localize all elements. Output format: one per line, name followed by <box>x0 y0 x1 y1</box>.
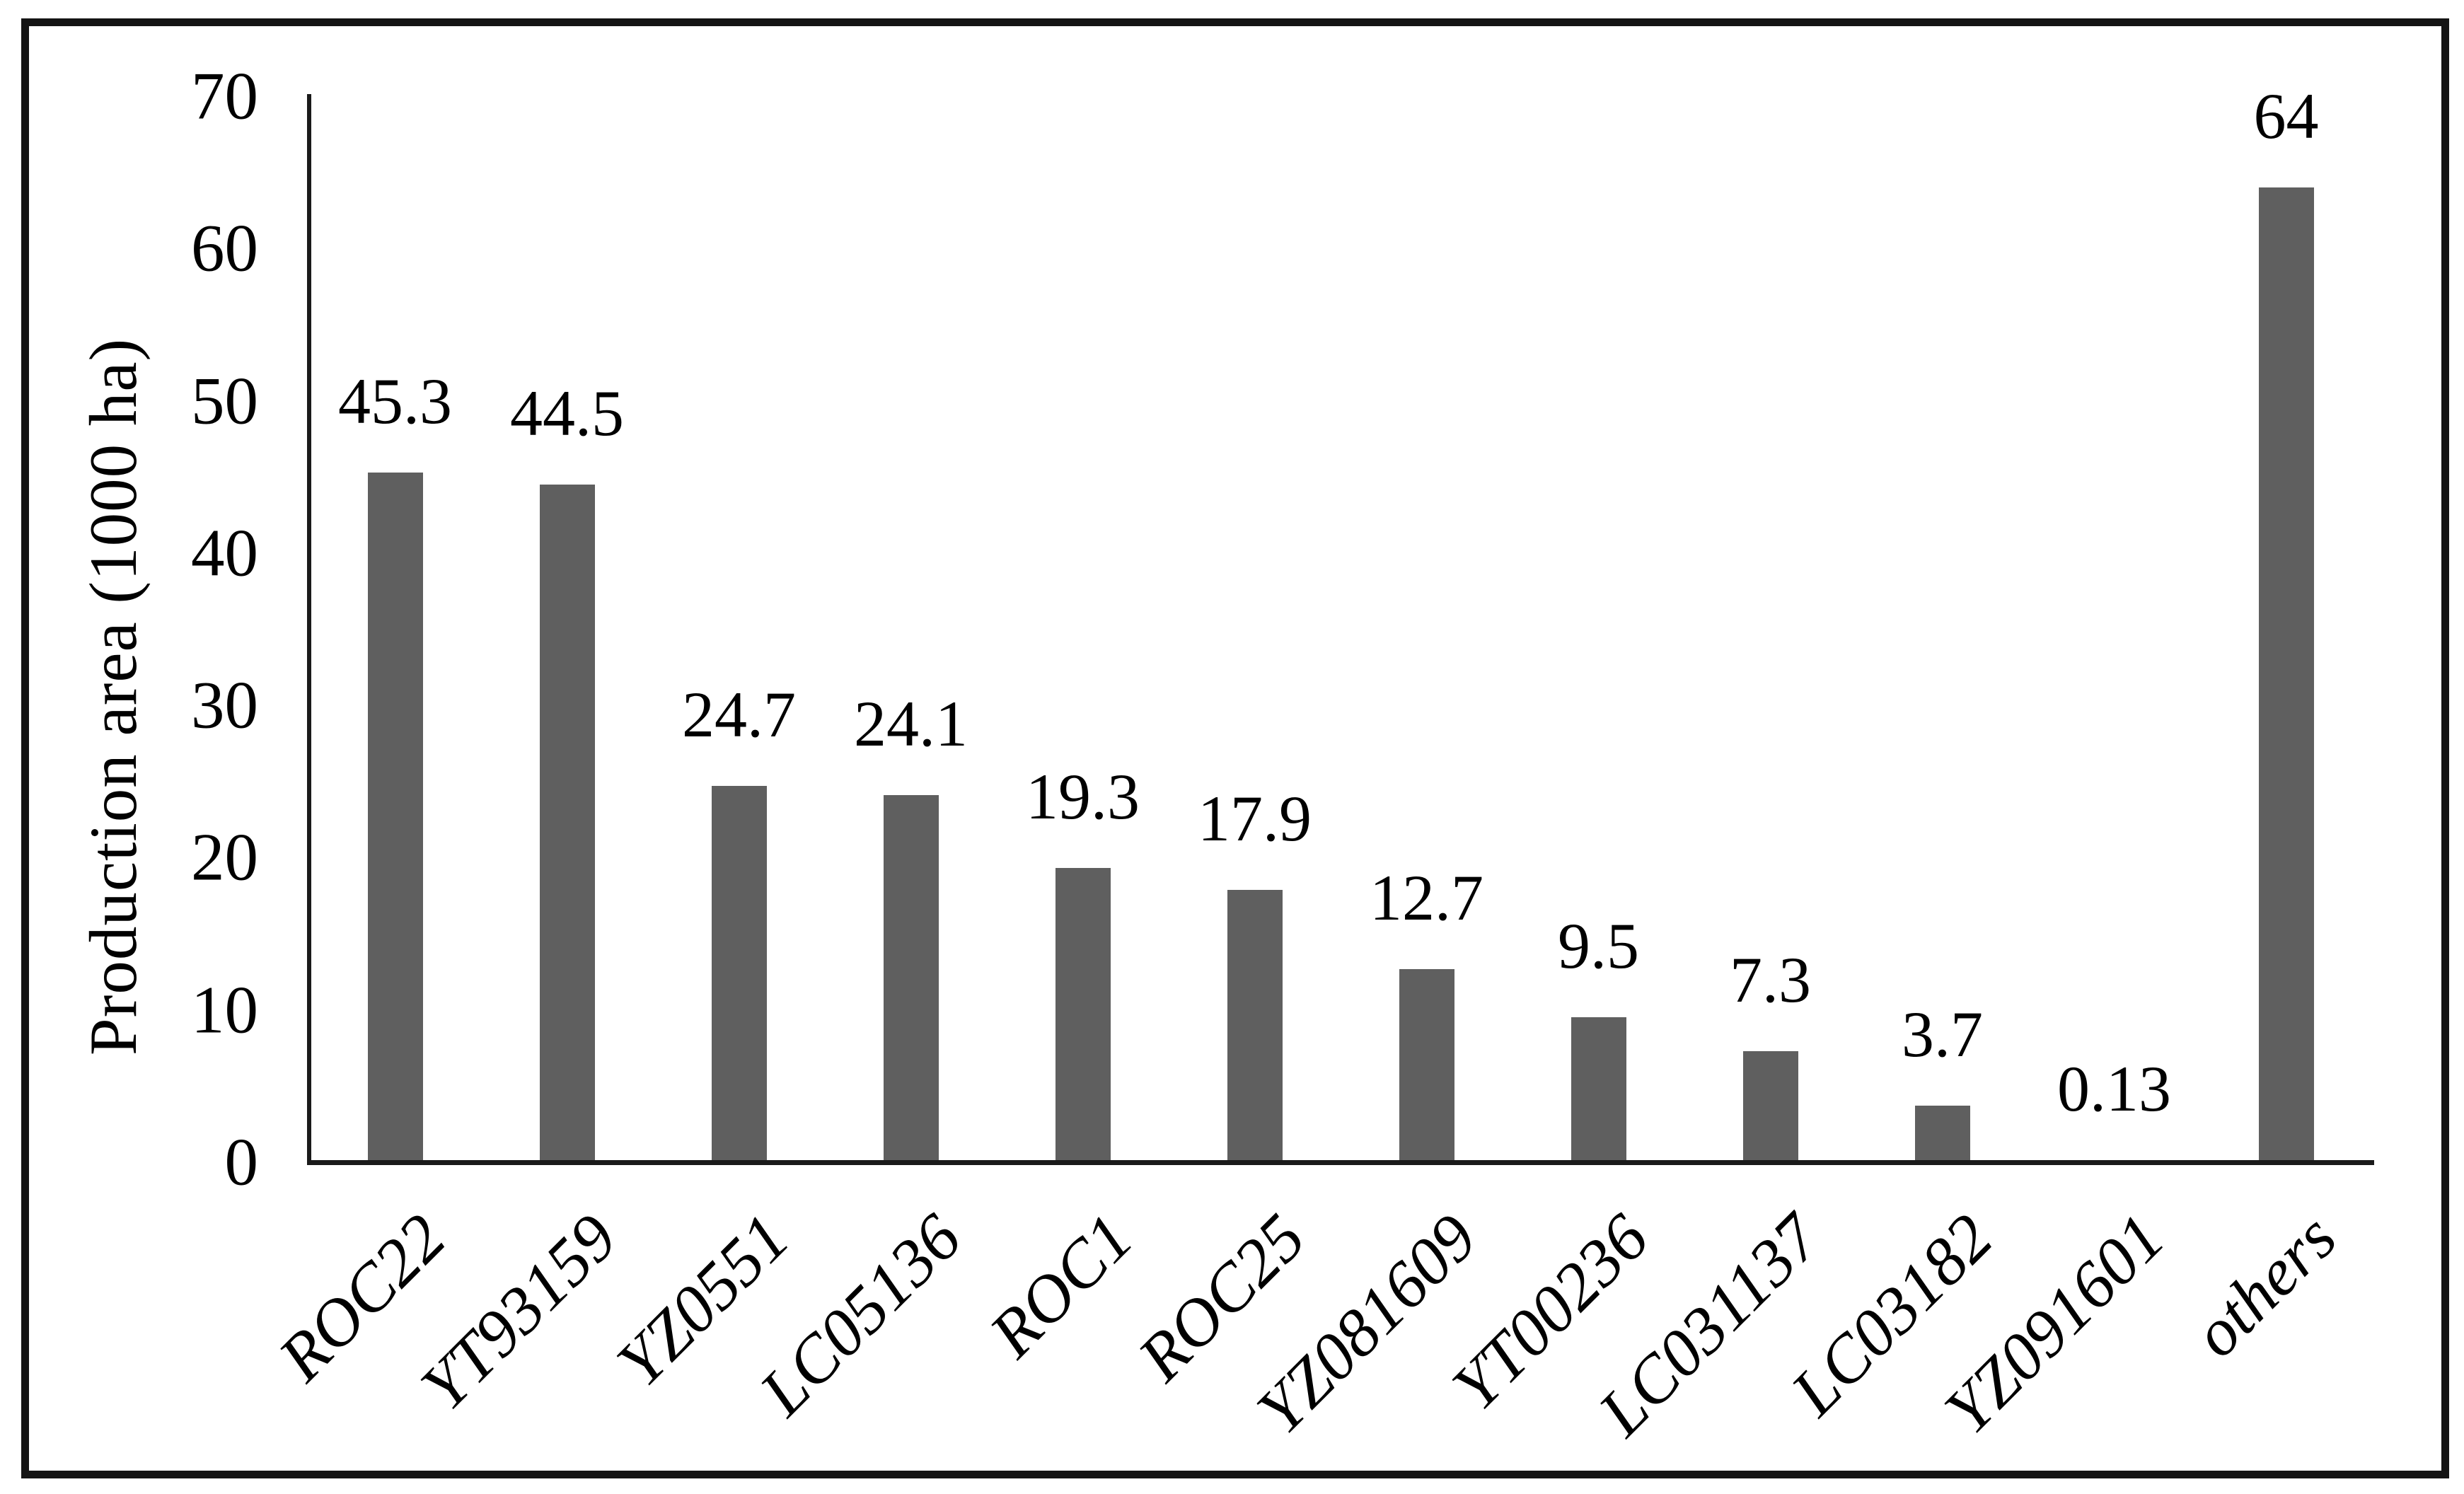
chart-frame <box>21 18 2449 1478</box>
y-tick-label: 50 <box>191 363 258 439</box>
bar-LC031137 <box>1743 1051 1798 1162</box>
y-tick-label: 30 <box>191 667 258 743</box>
bar-ROC22 <box>368 473 423 1162</box>
bar-value-label: 64 <box>2253 80 2319 152</box>
bar-value-label: 12.7 <box>1370 862 1483 934</box>
bar-value-label: 9.5 <box>1558 910 1639 982</box>
bar-LC05136 <box>884 795 939 1162</box>
bar-LC03182 <box>1915 1106 1970 1162</box>
y-axis-title: Production area (1000 ha) <box>76 337 151 1056</box>
bar-YT00236 <box>1571 1017 1626 1162</box>
bar-ROC25 <box>1227 890 1283 1162</box>
bar-others <box>2259 187 2314 1162</box>
bar-YZ081609 <box>1399 969 1454 1162</box>
y-tick-label: 70 <box>191 58 258 134</box>
y-tick-label: 0 <box>224 1124 259 1200</box>
bar-YZ0551 <box>712 786 767 1162</box>
y-tick-label: 10 <box>191 972 258 1048</box>
bar-ROC1 <box>1055 868 1111 1162</box>
y-tick-label: 40 <box>191 515 258 591</box>
bar-value-label: 7.3 <box>1730 944 1811 1016</box>
bar-value-label: 17.9 <box>1198 782 1312 855</box>
bar-value-label: 24.1 <box>854 688 968 760</box>
bar-YT93159 <box>540 485 595 1162</box>
bar-value-label: 19.3 <box>1026 760 1140 833</box>
bar-value-label: 0.13 <box>2057 1053 2171 1125</box>
bar-value-label: 3.7 <box>1902 998 1983 1070</box>
y-tick-label: 60 <box>191 210 258 286</box>
y-tick-label: 20 <box>191 819 258 895</box>
bar-value-label: 44.5 <box>510 377 624 449</box>
x-axis-line <box>307 1160 2374 1165</box>
bar-value-label: 45.3 <box>338 365 452 437</box>
bar-value-label: 24.7 <box>682 678 796 751</box>
y-axis-line <box>307 94 311 1164</box>
